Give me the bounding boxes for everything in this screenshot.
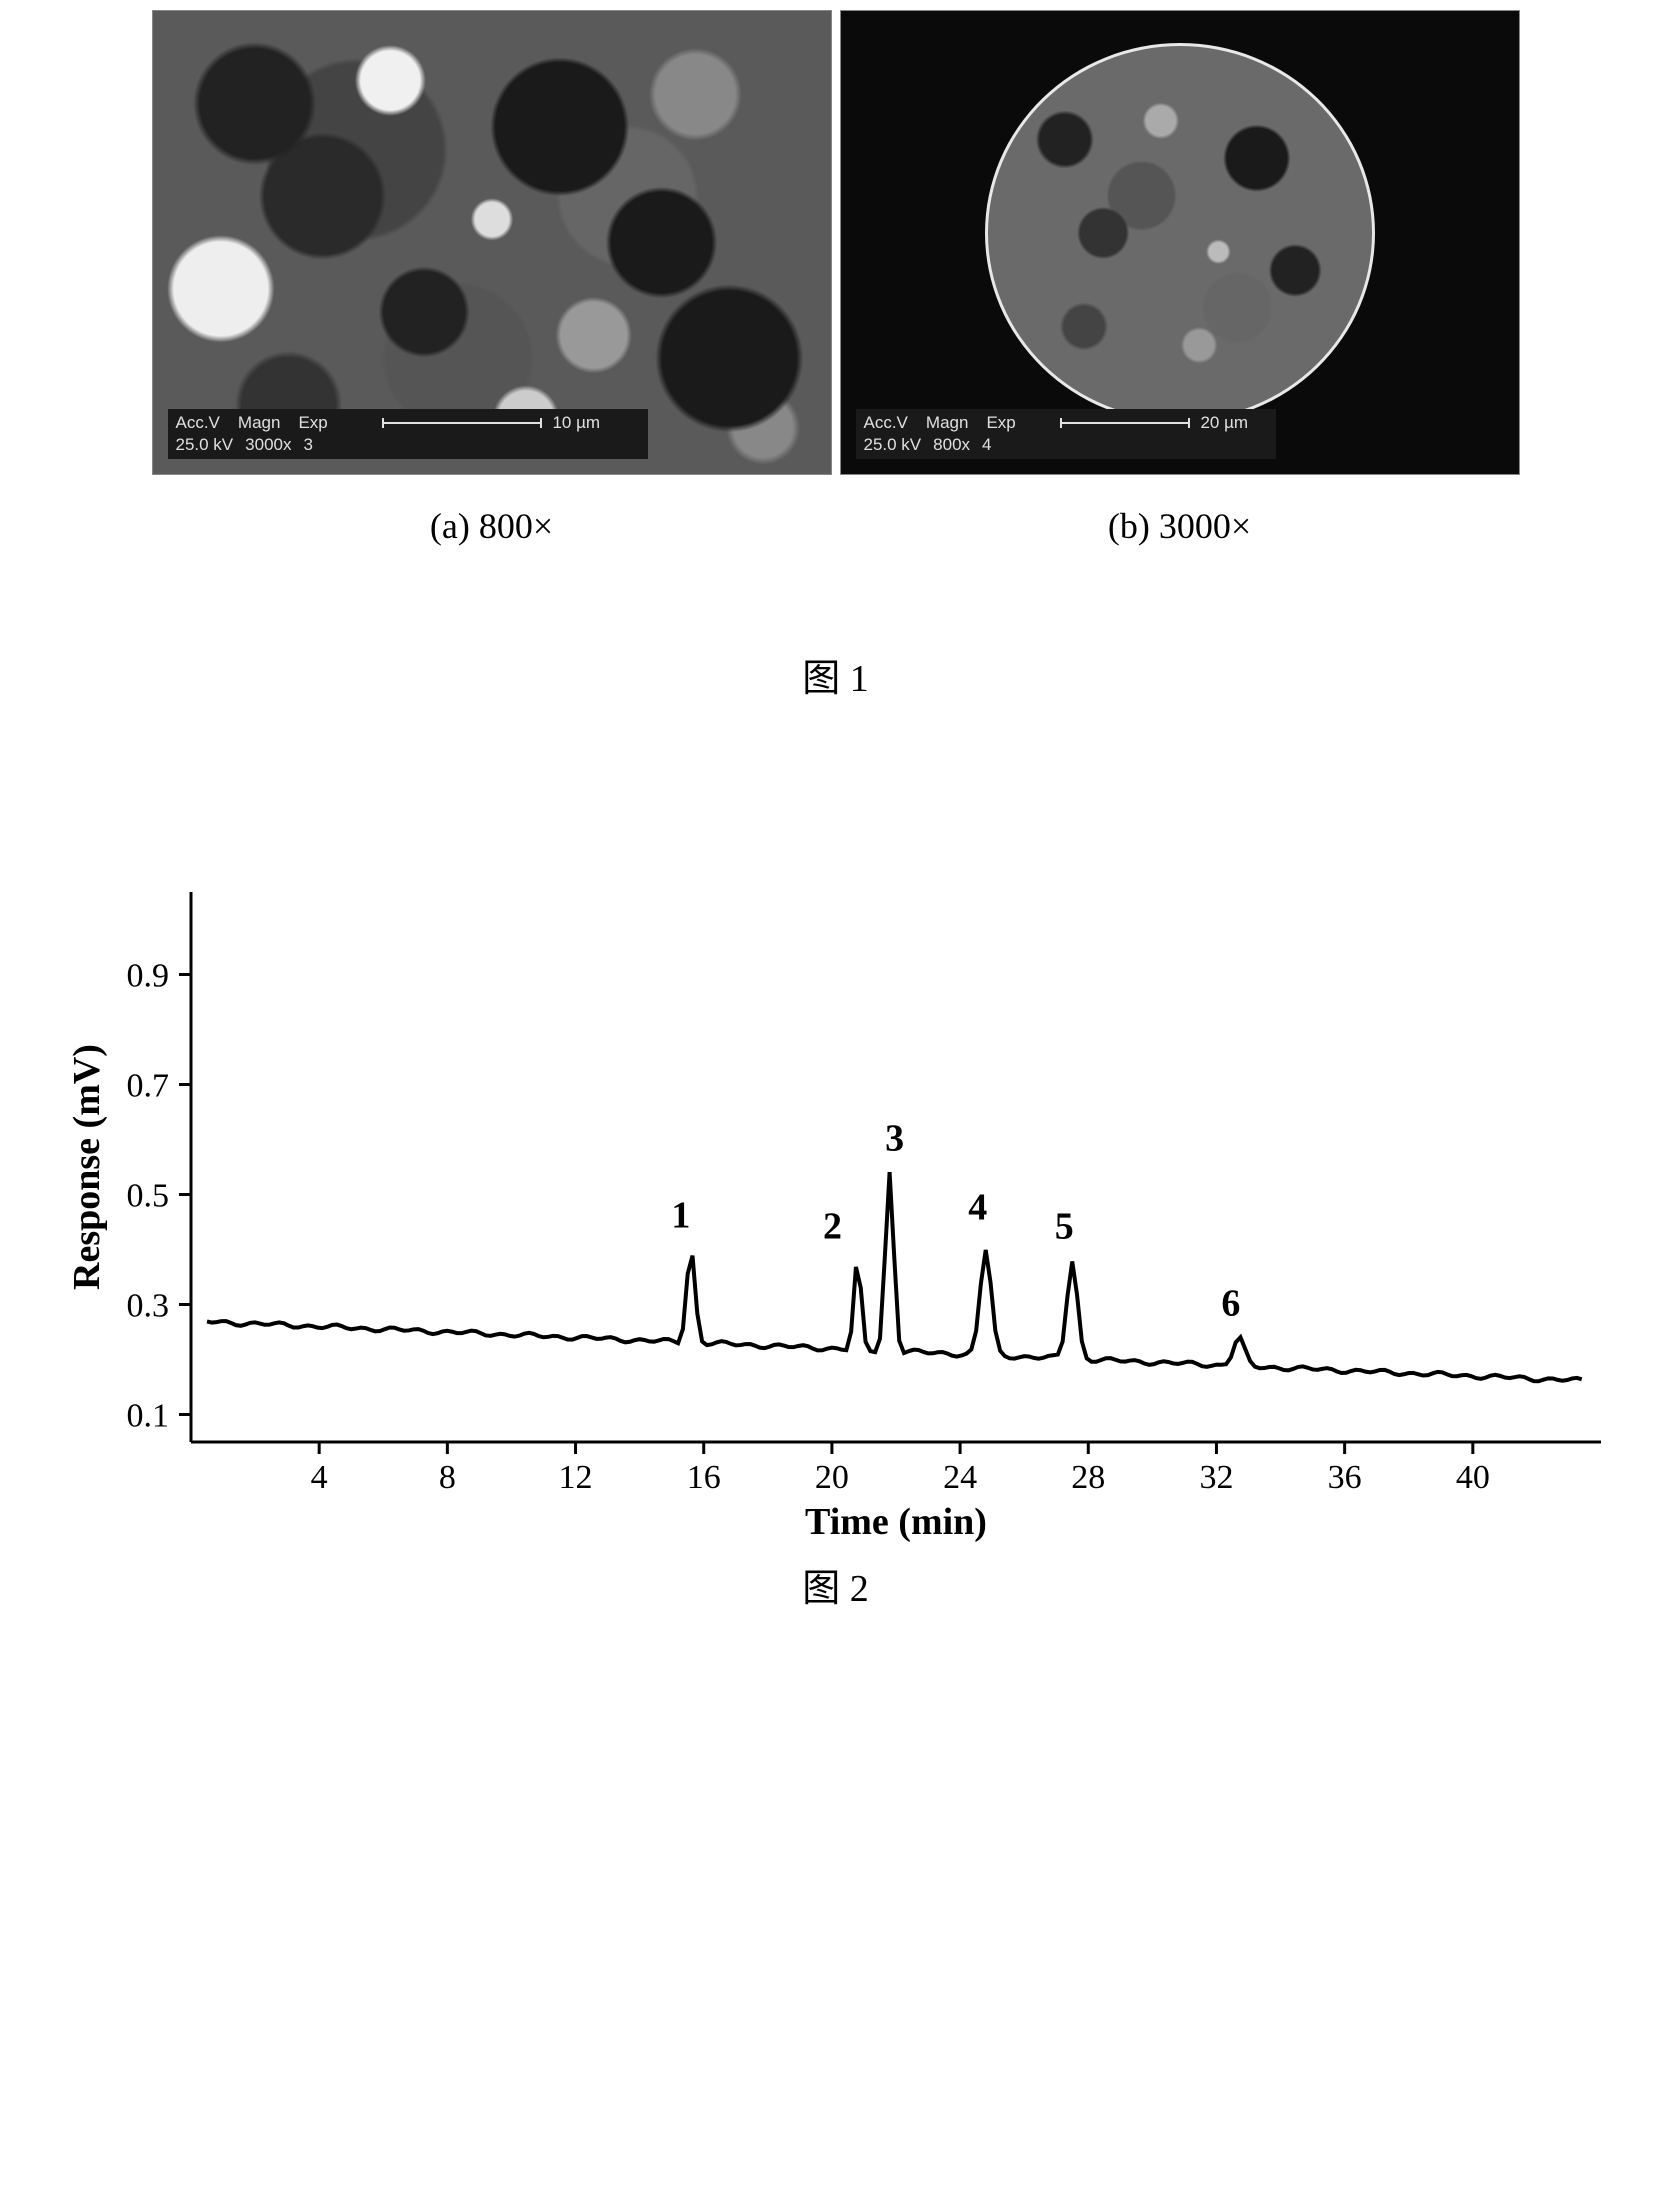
x-axis-label: Time (min) bbox=[805, 1501, 987, 1542]
info-val2: 800x bbox=[933, 434, 970, 456]
y-axis-label: Response (mV) bbox=[66, 1044, 108, 1290]
x-tick-label: 12 bbox=[558, 1459, 592, 1496]
peak-label-1: 1 bbox=[671, 1195, 690, 1237]
figure-2-container: 4812162024283236400.10.30.50.70.9Time (m… bbox=[0, 802, 1671, 1612]
info-col1-label: Acc.V bbox=[176, 412, 220, 434]
info-val2: 3000x bbox=[245, 434, 291, 456]
figure-1-caption: 图 1 bbox=[0, 647, 1671, 702]
chromatogram-plot-group: 4812162024283236400.10.30.50.70.9Time (m… bbox=[66, 892, 1601, 1542]
info-val1: 25.0 kV bbox=[176, 434, 234, 456]
sem-micrograph-b: Acc.V Magn Exp 20 µm 25.0 kV 800x 4 bbox=[840, 10, 1520, 475]
scale-label-a: 10 µm bbox=[552, 413, 600, 432]
y-tick-label: 0.1 bbox=[126, 1398, 169, 1435]
x-tick-label: 4 bbox=[310, 1459, 327, 1496]
peak-label-5: 5 bbox=[1054, 1206, 1073, 1248]
sem-panel-b: Acc.V Magn Exp 20 µm 25.0 kV 800x 4 bbox=[840, 10, 1520, 547]
info-val1: 25.0 kV bbox=[864, 434, 922, 456]
figure-1-container: Acc.V Magn Exp 10 µm 25.0 kV 3000x 3 bbox=[0, 0, 1671, 702]
chromatogram-trace bbox=[207, 1172, 1582, 1381]
info-val3: 3 bbox=[303, 434, 312, 456]
info-col2-label: Magn bbox=[238, 412, 281, 434]
info-col3-label: Exp bbox=[298, 412, 327, 434]
scale-label-b: 20 µm bbox=[1200, 413, 1248, 432]
sem-micrograph-a: Acc.V Magn Exp 10 µm 25.0 kV 3000x 3 bbox=[152, 10, 832, 475]
scale-bar-line-a bbox=[382, 422, 542, 424]
peak-label-2: 2 bbox=[823, 1206, 842, 1248]
x-tick-label: 20 bbox=[814, 1459, 848, 1496]
info-col3-label: Exp bbox=[986, 412, 1015, 434]
sem-info-header-a: Acc.V Magn Exp 10 µm bbox=[176, 412, 640, 434]
sem-info-bar-a: Acc.V Magn Exp 10 µm 25.0 kV 3000x 3 bbox=[168, 409, 648, 459]
x-tick-label: 32 bbox=[1199, 1459, 1233, 1496]
peak-label-3: 3 bbox=[885, 1118, 904, 1160]
x-tick-label: 8 bbox=[438, 1459, 455, 1496]
peak-label-6: 6 bbox=[1221, 1283, 1240, 1325]
y-tick-label: 0.7 bbox=[126, 1068, 169, 1105]
info-col2-label: Magn bbox=[926, 412, 969, 434]
y-tick-label: 0.9 bbox=[126, 958, 169, 995]
sem-info-values-a: 25.0 kV 3000x 3 bbox=[176, 434, 640, 456]
info-col1-label: Acc.V bbox=[864, 412, 908, 434]
sem-info-header-b: Acc.V Magn Exp 20 µm bbox=[864, 412, 1268, 434]
chromatogram-chart: 4812162024283236400.10.30.50.70.9Time (m… bbox=[61, 882, 1611, 1542]
subcaption-b: (b) 3000× bbox=[1108, 505, 1251, 547]
x-tick-label: 28 bbox=[1071, 1459, 1105, 1496]
scale-bar-a: 10 µm bbox=[376, 412, 600, 434]
sem-info-bar-b: Acc.V Magn Exp 20 µm 25.0 kV 800x 4 bbox=[856, 409, 1276, 459]
y-tick-label: 0.5 bbox=[126, 1178, 169, 1215]
peak-label-4: 4 bbox=[968, 1187, 987, 1229]
x-tick-label: 16 bbox=[686, 1459, 720, 1496]
x-tick-label: 24 bbox=[943, 1459, 977, 1496]
y-tick-label: 0.3 bbox=[126, 1288, 169, 1325]
subcaption-a: (a) 800× bbox=[430, 505, 553, 547]
sem-particle bbox=[985, 43, 1375, 423]
x-tick-label: 36 bbox=[1327, 1459, 1361, 1496]
info-val3: 4 bbox=[982, 434, 991, 456]
chromatogram-svg: 4812162024283236400.10.30.50.70.9Time (m… bbox=[61, 882, 1611, 1542]
sem-image-row: Acc.V Magn Exp 10 µm 25.0 kV 3000x 3 bbox=[0, 0, 1671, 547]
figure-2-caption: 图 2 bbox=[50, 1557, 1621, 1612]
sem-panel-a: Acc.V Magn Exp 10 µm 25.0 kV 3000x 3 bbox=[152, 10, 832, 547]
x-tick-label: 40 bbox=[1455, 1459, 1489, 1496]
scale-bar-line-b bbox=[1060, 422, 1190, 424]
sem-info-values-b: 25.0 kV 800x 4 bbox=[864, 434, 1268, 456]
scale-bar-b: 20 µm bbox=[1054, 412, 1248, 434]
